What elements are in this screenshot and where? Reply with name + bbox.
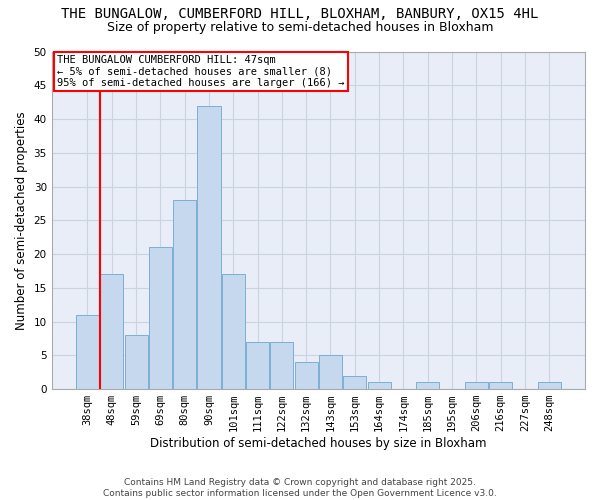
Bar — [100, 274, 124, 389]
Bar — [319, 356, 342, 389]
Text: Size of property relative to semi-detached houses in Bloxham: Size of property relative to semi-detach… — [107, 21, 493, 34]
X-axis label: Distribution of semi-detached houses by size in Bloxham: Distribution of semi-detached houses by … — [150, 437, 487, 450]
Bar — [343, 376, 367, 389]
Bar — [489, 382, 512, 389]
Bar — [197, 106, 221, 389]
Bar — [76, 315, 99, 389]
Bar — [416, 382, 439, 389]
Bar — [368, 382, 391, 389]
Bar — [149, 248, 172, 389]
Bar — [295, 362, 318, 389]
Y-axis label: Number of semi-detached properties: Number of semi-detached properties — [15, 111, 28, 330]
Bar — [465, 382, 488, 389]
Bar — [173, 200, 196, 389]
Bar — [246, 342, 269, 389]
Text: THE BUNGALOW CUMBERFORD HILL: 47sqm
← 5% of semi-detached houses are smaller (8): THE BUNGALOW CUMBERFORD HILL: 47sqm ← 5%… — [57, 55, 344, 88]
Bar — [222, 274, 245, 389]
Bar — [538, 382, 561, 389]
Text: THE BUNGALOW, CUMBERFORD HILL, BLOXHAM, BANBURY, OX15 4HL: THE BUNGALOW, CUMBERFORD HILL, BLOXHAM, … — [61, 8, 539, 22]
Bar — [271, 342, 293, 389]
Bar — [125, 335, 148, 389]
Text: Contains HM Land Registry data © Crown copyright and database right 2025.
Contai: Contains HM Land Registry data © Crown c… — [103, 478, 497, 498]
